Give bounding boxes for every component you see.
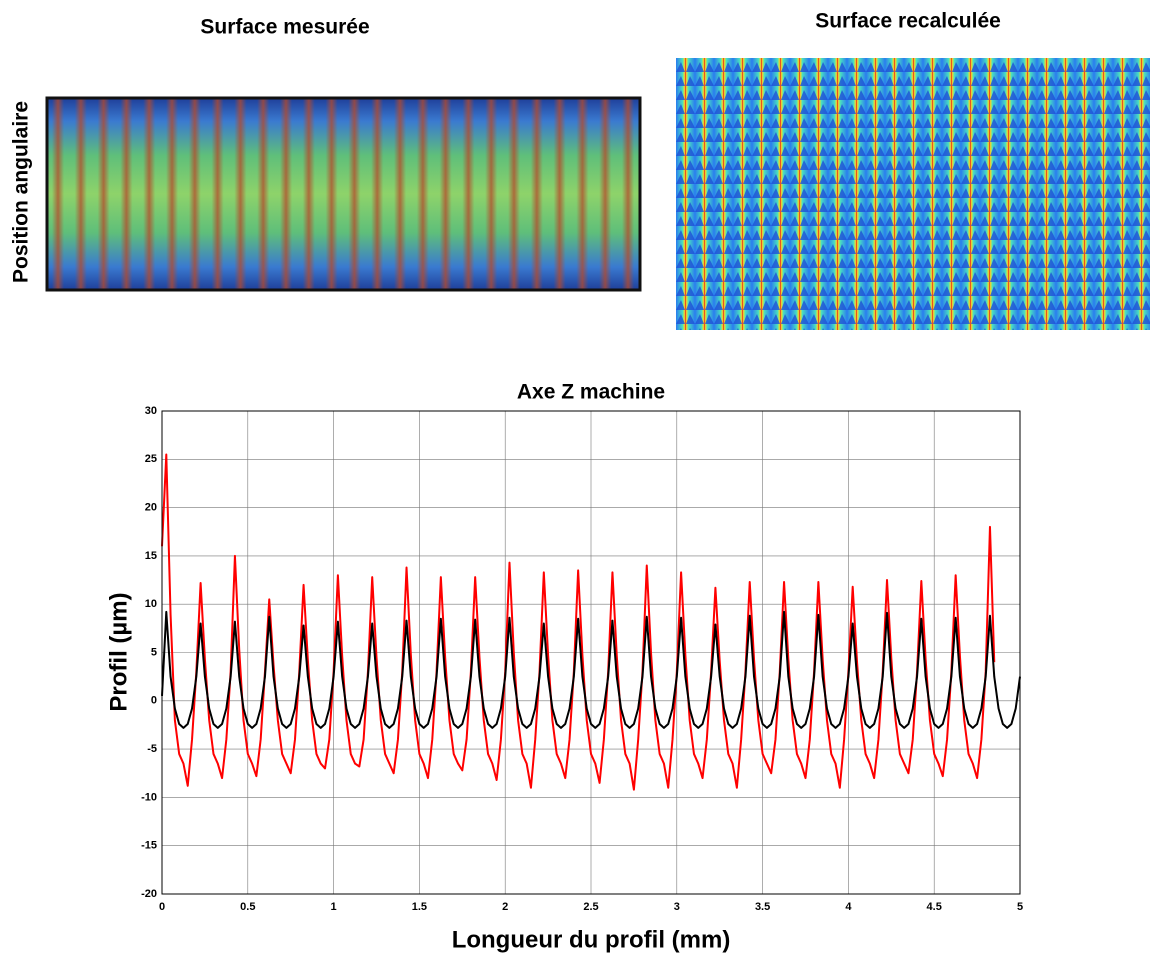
x-tick-label: 4 xyxy=(845,901,852,913)
x-tick-label: 2.5 xyxy=(583,901,598,913)
x-axis-label: Longueur du profil (mm) xyxy=(452,926,731,953)
y-tick-label: 15 xyxy=(145,550,157,562)
x-tick-label: 3 xyxy=(674,901,680,913)
y-tick-label: -20 xyxy=(141,888,157,900)
right-title: Surface recalculée xyxy=(815,10,1001,33)
x-tick-label: 1 xyxy=(331,901,337,913)
left-y-label: Position angulaire xyxy=(10,101,33,283)
recalculated-surface xyxy=(676,58,1150,330)
x-tick-label: 0.5 xyxy=(240,901,255,913)
y-tick-label: 0 xyxy=(151,695,157,707)
x-tick-label: 2 xyxy=(502,901,508,913)
y-tick-label: -5 xyxy=(147,743,157,755)
y-tick-label: -10 xyxy=(141,791,157,803)
y-tick-label: -15 xyxy=(141,840,157,852)
x-tick-label: 0 xyxy=(159,901,165,913)
y-tick-label: 20 xyxy=(145,502,157,514)
x-tick-label: 4.5 xyxy=(927,901,942,913)
chart-title: Axe Z machine xyxy=(517,381,665,404)
line-chart: Axe Z machine Longueur du profil (mm) Pr… xyxy=(105,381,1023,954)
y-tick-label: 25 xyxy=(145,453,157,465)
data-line xyxy=(161,453,996,791)
plot-frame xyxy=(161,410,1021,895)
measured-stripes xyxy=(45,96,642,292)
data-line xyxy=(161,610,1021,729)
y-tick-label: 5 xyxy=(151,646,157,658)
x-tick-label: 5 xyxy=(1017,901,1023,913)
y-axis-label: Profil (µm) xyxy=(105,592,132,711)
y-tick-label: 30 xyxy=(145,405,157,417)
y-tick-label: 10 xyxy=(145,598,157,610)
x-tick-label: 3.5 xyxy=(755,901,770,913)
left-title: Surface mesurée xyxy=(200,16,369,39)
x-tick-label: 1.5 xyxy=(412,901,427,913)
